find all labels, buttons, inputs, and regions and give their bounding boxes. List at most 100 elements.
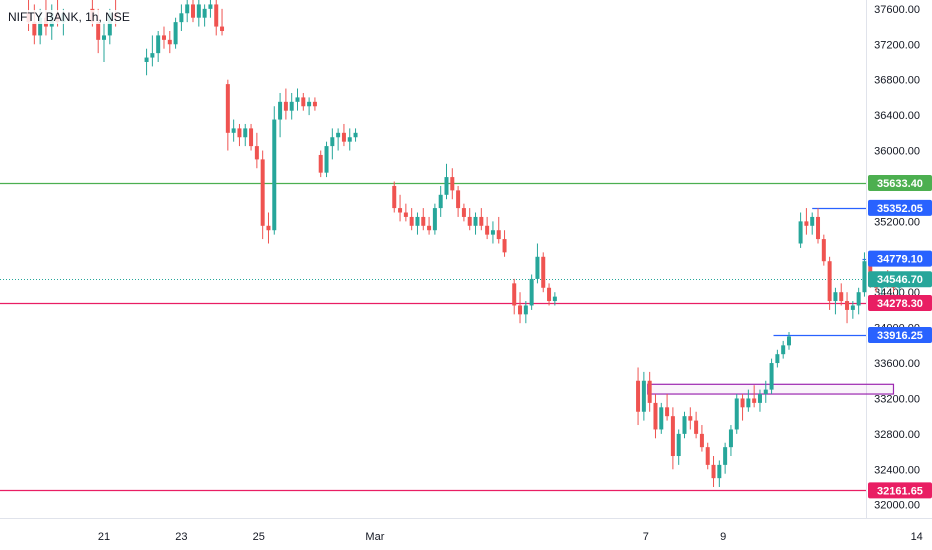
candle-body [341, 132, 346, 142]
candle-body [717, 464, 722, 479]
candle-body [208, 4, 213, 9]
candle-body [862, 261, 867, 293]
candle-body [711, 464, 716, 479]
candle-body [225, 84, 230, 133]
last-price-label: 34546.70 [877, 274, 923, 286]
level-price-label: 35352.05 [877, 203, 923, 215]
candle-body [670, 416, 675, 457]
candle-body [781, 345, 786, 355]
candle-body [547, 287, 552, 302]
candle-body [353, 132, 358, 138]
level-price-label-bg [868, 294, 932, 311]
candle-body [705, 447, 710, 465]
candle-body [295, 97, 300, 102]
y-tick-label: 32400.00 [874, 464, 920, 476]
y-tick-label: 37600.00 [874, 4, 920, 16]
candle-body [144, 57, 149, 62]
candle-body [249, 128, 254, 147]
candle-body [665, 407, 670, 417]
candle-body [278, 101, 283, 120]
candle-body [32, 22, 37, 36]
level-price-label: 32161.65 [877, 485, 923, 497]
candle-body [740, 398, 745, 408]
last-price-label-bg [868, 271, 932, 288]
candle-body [816, 216, 821, 240]
y-tick-label: 37200.00 [874, 39, 920, 51]
candle-body [676, 433, 681, 457]
candle-body [191, 4, 196, 18]
candle-body [403, 212, 408, 217]
x-tick-label: 21 [98, 531, 110, 543]
candle-body [237, 128, 242, 138]
candle-body [833, 292, 838, 302]
candle-body [723, 447, 728, 465]
candle-body [659, 407, 664, 430]
level-price-label-bg [868, 482, 932, 499]
candle-body [185, 4, 190, 14]
candle-body [409, 216, 414, 226]
candle-body [272, 119, 277, 231]
candle-body [421, 216, 426, 226]
candle-body [810, 216, 815, 226]
candle-body [456, 190, 461, 209]
candle-body [444, 177, 449, 195]
candle-body [107, 13, 112, 36]
candle-body [763, 389, 768, 395]
candle-body [307, 101, 312, 107]
candle-body [438, 194, 443, 209]
candle-body [283, 101, 288, 111]
candle-body [461, 208, 466, 217]
candle-body [518, 305, 523, 315]
candle-body [839, 292, 844, 302]
candle-body [845, 301, 850, 310]
candle-body [479, 216, 484, 226]
y-tick-label: 36000.00 [874, 146, 920, 158]
candle-body [398, 208, 403, 213]
candle-body [312, 101, 317, 107]
candle-body [473, 216, 478, 226]
candle-body [324, 146, 329, 173]
candle-body [415, 216, 420, 226]
candle-body [301, 97, 306, 107]
candle-body [485, 225, 490, 235]
candle-body [347, 137, 352, 142]
candle-body [427, 225, 432, 231]
candle-body [641, 380, 646, 412]
candle-body [220, 26, 225, 31]
candle-body [156, 35, 161, 54]
candle-body [467, 216, 472, 226]
candle-body [260, 159, 265, 226]
candle-body [653, 402, 658, 430]
candle-body [804, 221, 809, 226]
candle-body [179, 13, 184, 23]
level-price-label-bg [868, 199, 932, 216]
candle-body [798, 221, 803, 244]
y-tick-label: 32000.00 [874, 500, 920, 512]
candle-body [850, 305, 855, 310]
candle-body [289, 101, 294, 111]
y-tick-label: 33200.00 [874, 393, 920, 405]
y-tick-label: 32800.00 [874, 429, 920, 441]
candle-body [254, 146, 259, 160]
level-price-label: 34779.10 [877, 254, 923, 266]
level-price-label: 33916.25 [877, 330, 923, 342]
candle-body [786, 336, 791, 346]
candle-body [450, 177, 455, 191]
candle-body [636, 380, 641, 412]
candle-body [757, 394, 762, 403]
candle-body [535, 256, 540, 279]
x-tick-label: 23 [175, 531, 187, 543]
candle-body [728, 429, 733, 448]
candle-body [196, 4, 201, 18]
level-price-label: 35633.40 [877, 178, 923, 190]
candle-body [699, 433, 704, 448]
x-tick-label: Mar [365, 531, 384, 543]
candle-body [231, 128, 236, 133]
candle-body [529, 278, 534, 306]
candle-body [266, 225, 271, 231]
candle-body [392, 185, 397, 209]
level-price-label: 34278.30 [877, 298, 923, 310]
candle-body [856, 292, 861, 306]
